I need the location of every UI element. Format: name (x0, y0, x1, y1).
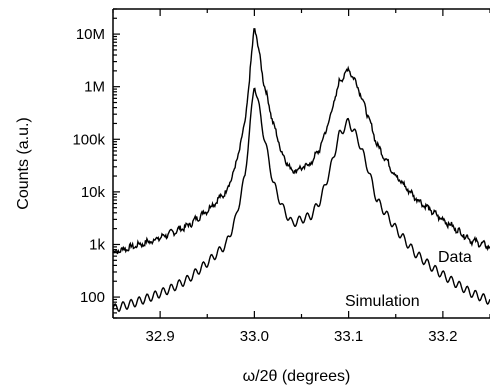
y-tick-label: 100k (72, 131, 105, 148)
y-axis-title: Counts (a.u.) (15, 117, 32, 209)
y-tick-label: 1M (84, 79, 105, 96)
series-layer (112, 28, 490, 313)
x-tick-label: 32.9 (146, 328, 175, 345)
y-tick-label: 1k (89, 236, 105, 253)
y-tick-label: 10M (76, 26, 105, 43)
series-line-simulation (112, 87, 490, 313)
x-tick-label: 33.1 (334, 328, 363, 345)
axes-layer (112, 8, 490, 319)
x-tick-label: 33.2 (428, 328, 457, 345)
series-label-data: Data (438, 249, 472, 266)
series-line-data (112, 28, 490, 255)
y-tick-label: 10k (81, 184, 106, 201)
y-tick-label: 100 (80, 289, 105, 306)
series-label-simulation: Simulation (345, 293, 420, 310)
labels-layer: 32.9 33.0 33.1 33.2 100 1k 10k 100k 1M 10M ω/2θ (d… (15, 26, 472, 385)
x-tick-label: 33.0 (240, 328, 269, 345)
x-axis-title: ω/2θ (degrees) (243, 368, 351, 385)
